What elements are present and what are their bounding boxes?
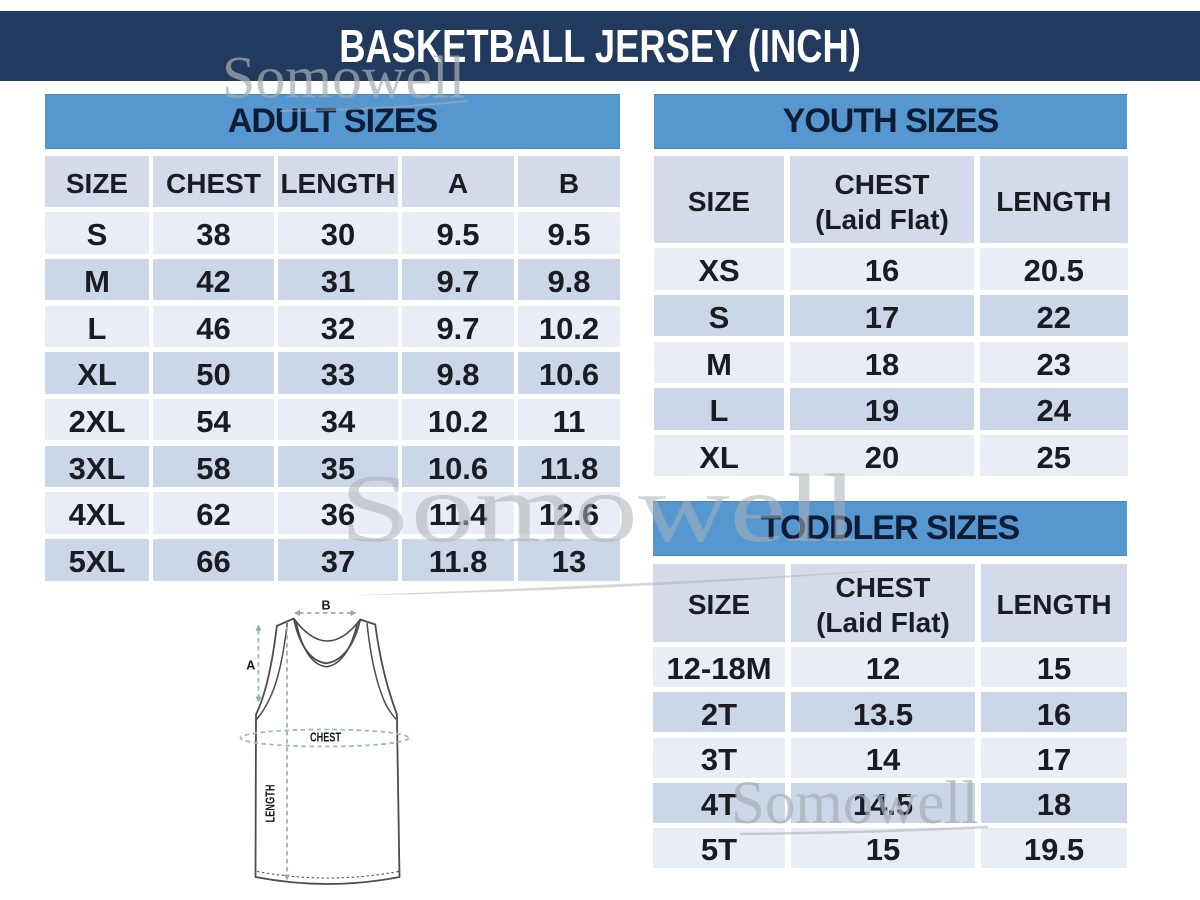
svg-text:Somowell: Somowell	[340, 455, 857, 563]
svg-text:B: B	[321, 599, 330, 613]
svg-text:CHEST: CHEST	[310, 731, 341, 745]
svg-text:Somowell: Somowell	[222, 45, 465, 111]
svg-text:LENGTH: LENGTH	[264, 785, 278, 823]
svg-text:Somowell: Somowell	[731, 770, 978, 837]
svg-text:A: A	[246, 659, 255, 673]
